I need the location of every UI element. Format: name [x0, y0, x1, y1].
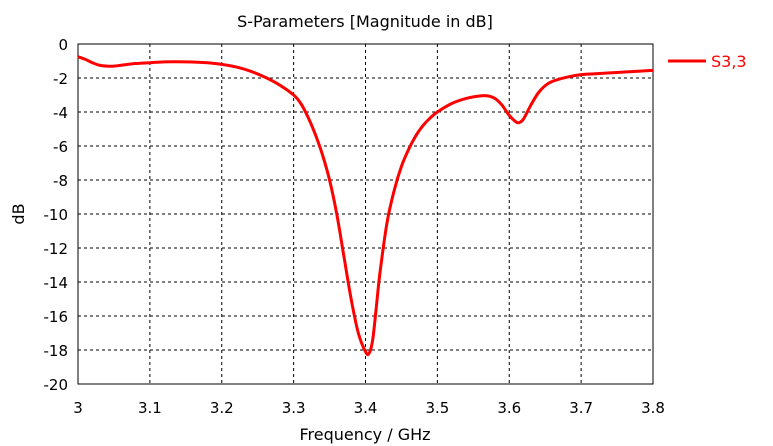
- y-tick-label: -2: [53, 70, 68, 88]
- x-tick-label: 3.5: [425, 399, 449, 417]
- legend: S3,3: [668, 52, 747, 71]
- y-axis-title: dB: [9, 203, 28, 224]
- x-axis-title: Frequency / GHz: [299, 425, 430, 444]
- x-tick-label: 3.6: [497, 399, 521, 417]
- x-tick-label: 3.7: [569, 399, 593, 417]
- y-tick-label: 0: [58, 36, 68, 54]
- y-tick-label: -18: [44, 342, 69, 360]
- y-tick-label: -12: [44, 240, 69, 258]
- x-axis-ticks: 3 3.1 3.2 3.3 3.4 3.5 3.6 3.7 3.8: [73, 399, 665, 417]
- x-tick-label: 3.3: [282, 399, 306, 417]
- y-tick-label: -20: [44, 376, 69, 394]
- y-tick-label: -16: [44, 308, 69, 326]
- x-tick-label: 3: [73, 399, 83, 417]
- x-tick-label: 3.2: [210, 399, 234, 417]
- grid: [78, 44, 653, 384]
- y-tick-label: -8: [53, 172, 68, 190]
- x-tick-label: 3.1: [138, 399, 162, 417]
- y-tick-label: -4: [53, 104, 68, 122]
- y-tick-label: -6: [53, 138, 68, 156]
- y-tick-label: -14: [44, 274, 69, 292]
- x-tick-label: 3.8: [641, 399, 665, 417]
- legend-label-s33: S3,3: [711, 52, 747, 71]
- y-tick-label: -10: [44, 206, 69, 224]
- y-axis-ticks: 0 -2 -4 -6 -8 -10 -12 -14 -16 -18 -20: [44, 36, 69, 394]
- plot-frame: [77, 43, 654, 385]
- x-tick-label: 3.4: [354, 399, 378, 417]
- series-group: [77, 55, 654, 357]
- chart-title: S-Parameters [Magnitude in dB]: [237, 12, 493, 31]
- series-line-s33: [77, 55, 654, 357]
